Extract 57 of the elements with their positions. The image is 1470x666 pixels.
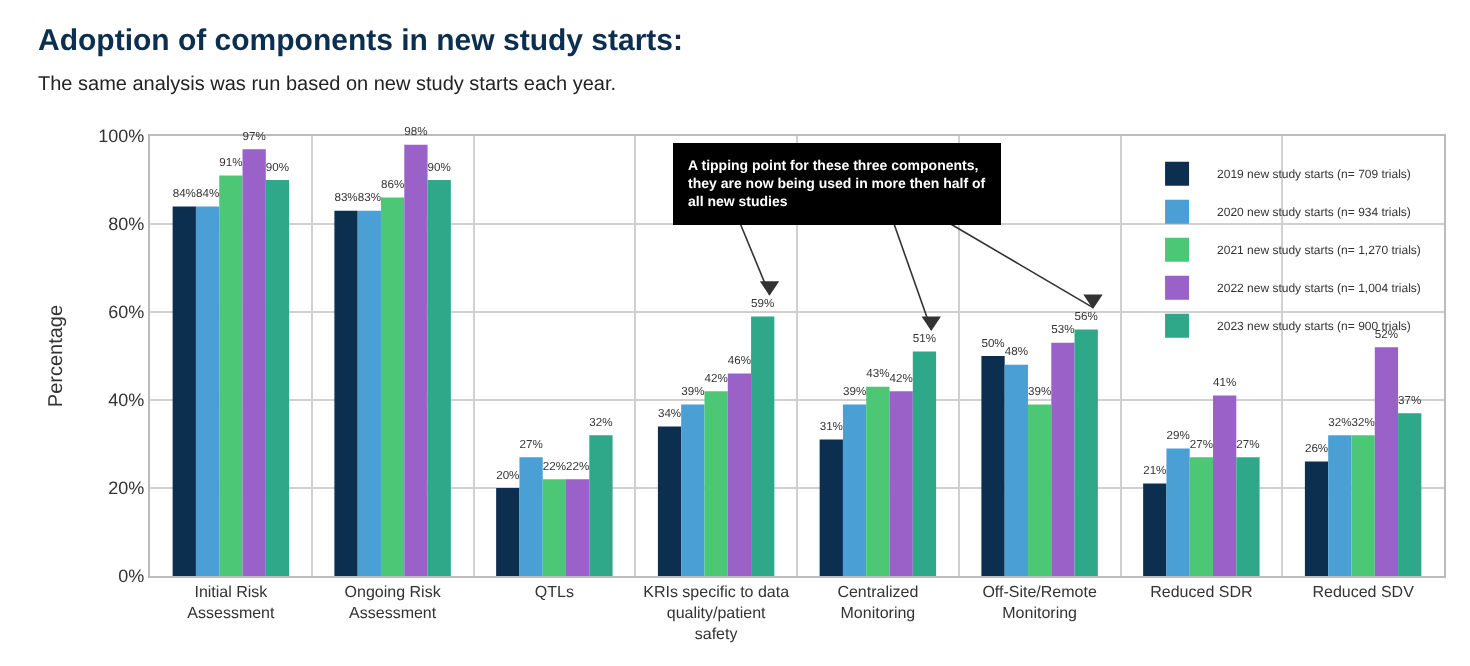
bar (819, 439, 843, 576)
x-tick-label: Reduced SDV (1312, 583, 1416, 602)
chart-title: Adoption of components in new study starts: (38, 24, 683, 58)
y-axis-title: Percentage (46, 303, 69, 408)
bar (751, 316, 775, 576)
y-tick-label: 100% (98, 126, 145, 147)
y-tick-label: 20% (108, 478, 145, 499)
bar (172, 206, 196, 576)
bar (1027, 404, 1052, 576)
bar (1143, 483, 1167, 576)
bar (866, 386, 890, 576)
bar (1236, 457, 1260, 576)
y-tick-label: 60% (108, 302, 145, 323)
y-tick-label: 80% (108, 214, 145, 235)
bar (912, 351, 937, 576)
bar (704, 391, 728, 576)
bar (1004, 364, 1028, 576)
bar (1051, 342, 1075, 576)
bar (589, 435, 613, 576)
x-tick-label: Ongoing Risk Assessment (344, 583, 443, 622)
x-tick-label: Initial Risk Assessment (187, 583, 276, 622)
x-tick-label: KRIs specific to data quality/patient safety (643, 583, 791, 643)
bar (1374, 347, 1399, 576)
x-tick-label: Centralized Monitoring (837, 583, 919, 622)
bar (981, 356, 1005, 576)
bar (519, 457, 543, 576)
bar (195, 206, 220, 576)
chart-subtitle: The same analysis was run based on new study starts each year. (38, 74, 617, 96)
y-tick-label: 40% (108, 390, 145, 411)
bar (334, 210, 358, 576)
bar (1074, 329, 1098, 576)
bar (657, 426, 682, 576)
bar (380, 197, 405, 576)
bar (357, 210, 381, 576)
bar (1213, 395, 1237, 576)
bar (542, 479, 567, 576)
bar (265, 180, 290, 576)
bar (681, 404, 705, 576)
x-tick-label: QTLs (534, 583, 574, 602)
bar (219, 175, 243, 576)
bar (1304, 461, 1329, 576)
bar (242, 149, 266, 576)
bar (842, 404, 867, 576)
bar (889, 391, 913, 576)
x-tick-label: Reduced SDR (1150, 583, 1253, 602)
bar (727, 373, 752, 576)
bar (1351, 435, 1375, 576)
bar (1189, 457, 1214, 576)
x-tick-label: Off-Site/Remote Monitoring (982, 583, 1098, 622)
bar (427, 180, 451, 576)
y-tick-label: 0% (118, 566, 145, 587)
bar (496, 488, 520, 576)
bar (1398, 413, 1422, 576)
bar (404, 144, 428, 576)
bar (1328, 435, 1352, 576)
bar (566, 479, 590, 576)
bar (1166, 448, 1190, 576)
